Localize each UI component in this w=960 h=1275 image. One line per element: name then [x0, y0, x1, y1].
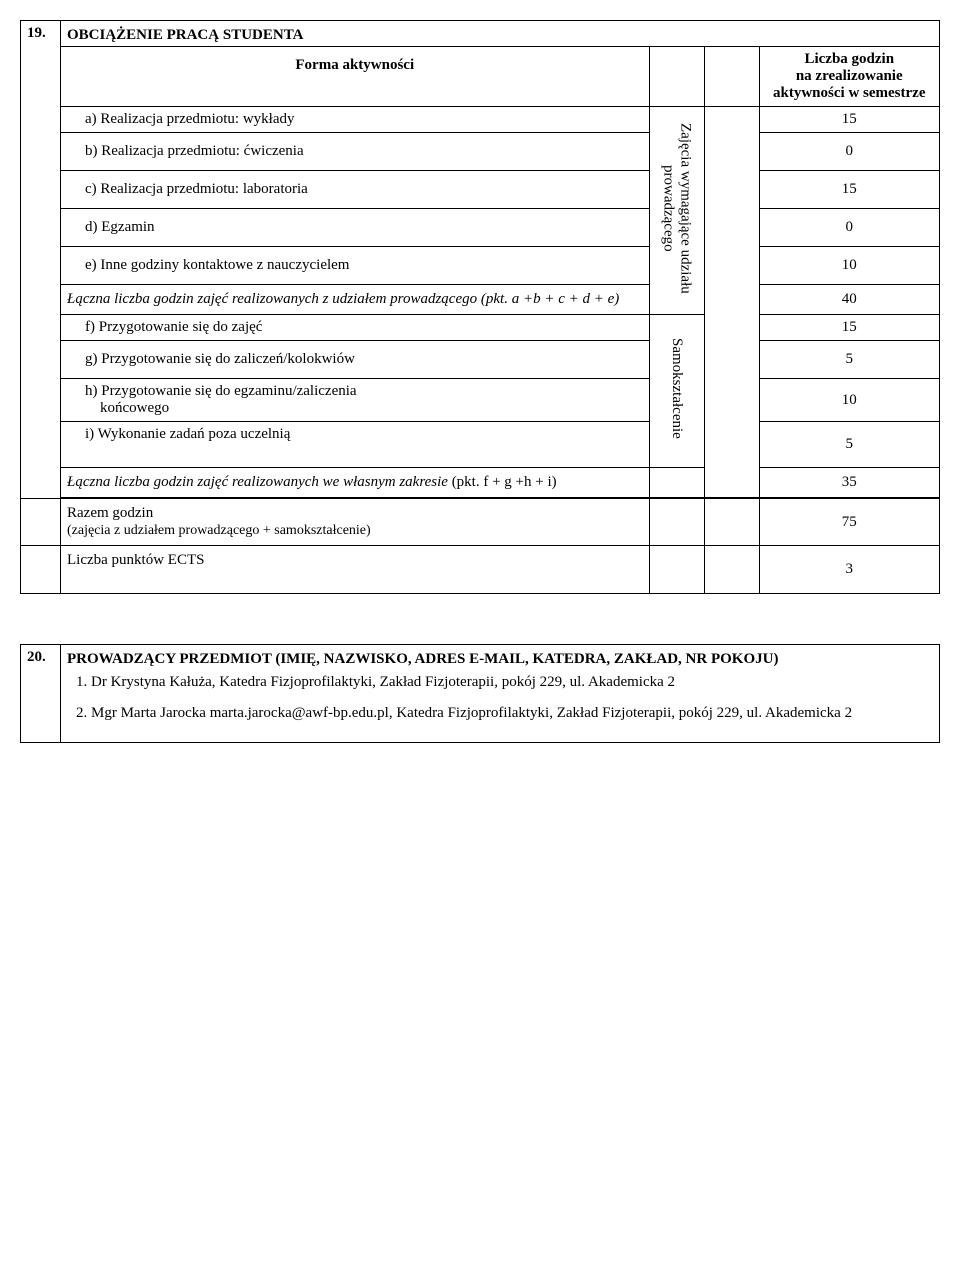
row-f-val: 15	[759, 315, 939, 341]
section-20-title: PROWADZĄCY PRZEDMIOT (IMIĘ, NAZWISKO, AD…	[67, 651, 933, 668]
row-f-label: f) Przygotowanie się do zajęć	[61, 315, 649, 341]
section-19-title: OBCIĄŻENIE PRACĄ STUDENTA	[61, 21, 939, 46]
instructor-list: Dr Krystyna Kałuża, Katedra Fizjoprofila…	[91, 674, 933, 722]
instructor-1: Dr Krystyna Kałuża, Katedra Fizjoprofila…	[91, 674, 933, 691]
row-c-val: 15	[759, 171, 939, 209]
page-container: 19. OBCIĄŻENIE PRACĄ STUDENTA Forma akty…	[20, 20, 940, 743]
header-liczba: Liczba godzin na zrealizowanie aktywnośc…	[759, 47, 939, 107]
vertical-text-1: Zajęcia wymagające udziałuprowadzącego	[660, 119, 694, 298]
section-19-number: 19.	[21, 21, 61, 499]
row-g-label: g) Przygotowanie się do zaliczeń/kolokwi…	[61, 341, 649, 379]
vertical-text-2: Samokształcenie	[668, 334, 685, 443]
row-sub2-val: 35	[759, 468, 939, 498]
row-ects-val: 3	[759, 546, 939, 593]
row-ects-label: Liczba punktów ECTS	[61, 546, 649, 593]
row-sub2-label: Łączna liczba godzin zajęć realizowanych…	[61, 468, 649, 498]
row-sub1-val: 40	[759, 285, 939, 315]
row-i-label: i) Wykonanie zadań poza uczelnią	[61, 422, 649, 468]
row-a-label: a) Realizacja przedmiotu: wykłady	[61, 107, 649, 133]
row-g-val: 5	[759, 341, 939, 379]
row-razem-label: Razem godzin (zajęcia z udziałem prowadz…	[61, 499, 649, 545]
row-e-val: 10	[759, 247, 939, 285]
vertical-col-2: Samokształcenie	[649, 315, 704, 468]
section-20-number: 20.	[21, 645, 61, 743]
row-c-label: c) Realizacja przedmiotu: laboratoria	[61, 171, 649, 209]
section-20-body: PROWADZĄCY PRZEDMIOT (IMIĘ, NAZWISKO, AD…	[61, 645, 940, 743]
instructor-2: Mgr Marta Jarocka marta.jarocka@awf-bp.e…	[91, 705, 933, 722]
row-i-val: 5	[759, 422, 939, 468]
workload-table: Forma aktywności Liczba godzin na zreali…	[61, 46, 939, 498]
row-sub1-label: Łączna liczba godzin zajęć realizowanych…	[61, 285, 649, 315]
row-d-val: 0	[759, 209, 939, 247]
row-e-label: e) Inne godziny kontaktowe z nauczyciele…	[61, 247, 649, 285]
vertical-col-1: Zajęcia wymagające udziałuprowadzącego	[649, 107, 704, 315]
header-forma: Forma aktywności	[61, 47, 649, 107]
row-d-label: d) Egzamin	[61, 209, 649, 247]
row-b-val: 0	[759, 133, 939, 171]
section-19-table: 19. OBCIĄŻENIE PRACĄ STUDENTA Forma akty…	[20, 20, 940, 594]
section-20-table: 20. PROWADZĄCY PRZEDMIOT (IMIĘ, NAZWISKO…	[20, 644, 940, 743]
row-h-label: h) Przygotowanie się do egzaminu/zalicze…	[61, 379, 649, 422]
row-b-label: b) Realizacja przedmiotu: ćwiczenia	[61, 133, 649, 171]
row-razem-val: 75	[759, 499, 939, 545]
row-h-val: 10	[759, 379, 939, 422]
row-a-val: 15	[759, 107, 939, 133]
